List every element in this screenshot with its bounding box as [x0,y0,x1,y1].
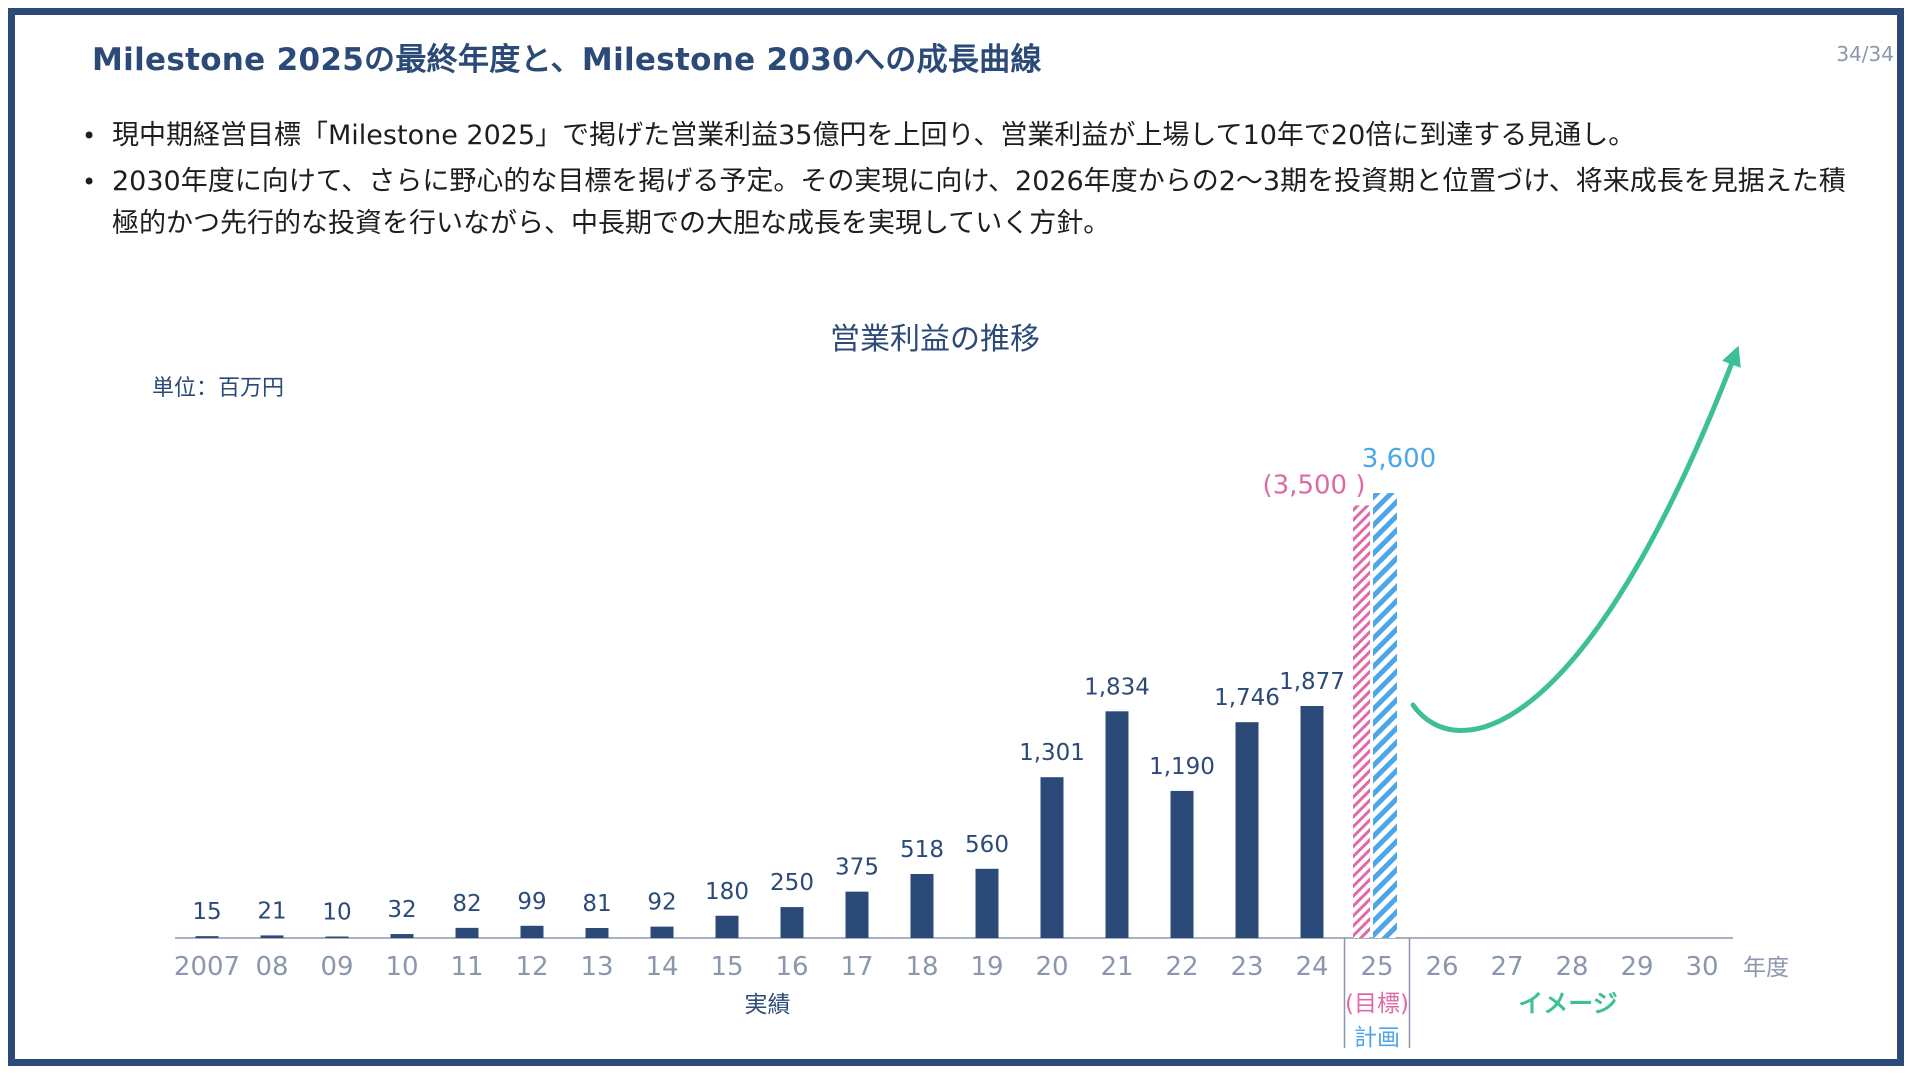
bar-14 [650,926,674,938]
x-tick-22: 22 [1165,952,1198,982]
x-tick-18: 18 [905,952,938,982]
x-tick-16: 16 [775,952,808,982]
x-tick-25: 25 [1360,952,1393,982]
value-label-13: 81 [582,891,611,917]
group-label-image: イメージ [1518,989,1618,1018]
bar-21 [1105,711,1129,938]
bar-09 [325,936,349,938]
x-tick-13: 13 [580,952,613,982]
target-value-label: (3,500 ) [1263,470,1366,500]
target-bar-25 [1353,505,1370,938]
value-label-11: 82 [452,891,481,917]
bar-10 [390,934,414,938]
x-tick-19: 19 [970,952,1003,982]
x-tick-2007: 2007 [174,952,240,982]
x-tick-21: 21 [1100,952,1133,982]
x-tick-17: 17 [840,952,873,982]
bullet-list: 現中期経営目標「Milestone 2025」で掲げた営業利益35億円を上回り、… [82,115,1862,249]
group-label-actual: 実績 [745,992,791,1018]
x-axis-unit-label: 年度 [1743,955,1789,981]
x-tick-26: 26 [1425,952,1458,982]
x-tick-28: 28 [1555,952,1588,982]
value-label-09: 10 [322,900,351,926]
x-tick-09: 09 [320,952,353,982]
value-label-08: 21 [257,898,286,924]
bar-12 [520,925,544,938]
plan-bar-25 [1373,493,1397,938]
bullet-item: 現中期経営目標「Milestone 2025」で掲げた営業利益35億円を上回り、… [82,115,1862,157]
unit-label: 単位：百万円 [152,376,285,401]
value-label-16: 250 [770,870,814,896]
bar-15 [715,915,739,938]
value-label-12: 99 [517,889,546,915]
bar-17 [845,891,869,938]
plan-value-label: 3,600 [1362,444,1436,474]
group-label-target: (目標) [1345,991,1409,1017]
x-tick-10: 10 [385,952,418,982]
bar-19 [975,868,999,938]
value-label-24: 1,877 [1279,669,1345,695]
slide-title: Milestone 2025の最終年度と、Milestone 2030への成長曲… [92,42,1042,78]
x-tick-15: 15 [710,952,743,982]
bar-2007 [195,936,219,938]
x-tick-23: 23 [1230,952,1263,982]
value-label-15: 180 [705,879,749,905]
bar-18 [910,873,934,938]
value-label-17: 375 [835,855,879,881]
slide-frame [8,8,1904,1066]
bar-08 [260,935,284,938]
value-label-21: 1,834 [1084,674,1150,700]
x-tick-24: 24 [1295,952,1328,982]
chart-title: 営業利益の推移 [830,322,1040,357]
bar-20 [1040,777,1064,938]
value-label-10: 32 [387,897,416,923]
bar-22 [1170,790,1194,938]
page-number: 34/34 [1836,42,1894,66]
x-tick-12: 12 [515,952,548,982]
x-tick-29: 29 [1620,952,1653,982]
bar-11 [455,927,479,938]
bullet-item: 2030年度に向けて、さらに野心的な目標を掲げる予定。その実現に向け、2026年… [82,161,1862,245]
value-label-19: 560 [965,832,1009,858]
group-label-plan: 計画 [1354,1025,1400,1051]
x-tick-11: 11 [450,952,483,982]
value-label-2007: 15 [192,899,221,925]
x-tick-27: 27 [1490,952,1523,982]
value-label-18: 518 [900,837,944,863]
x-tick-30: 30 [1685,952,1718,982]
bar-24 [1300,706,1324,938]
value-label-20: 1,301 [1019,740,1085,766]
growth-arrow [1410,345,1741,733]
value-label-22: 1,190 [1149,754,1215,780]
bar-23 [1235,722,1259,938]
bar-16 [780,907,804,938]
value-label-23: 1,746 [1214,685,1280,711]
bar-13 [585,927,609,938]
value-label-14: 92 [647,890,676,916]
x-tick-08: 08 [255,952,288,982]
x-tick-14: 14 [645,952,678,982]
x-tick-20: 20 [1035,952,1068,982]
